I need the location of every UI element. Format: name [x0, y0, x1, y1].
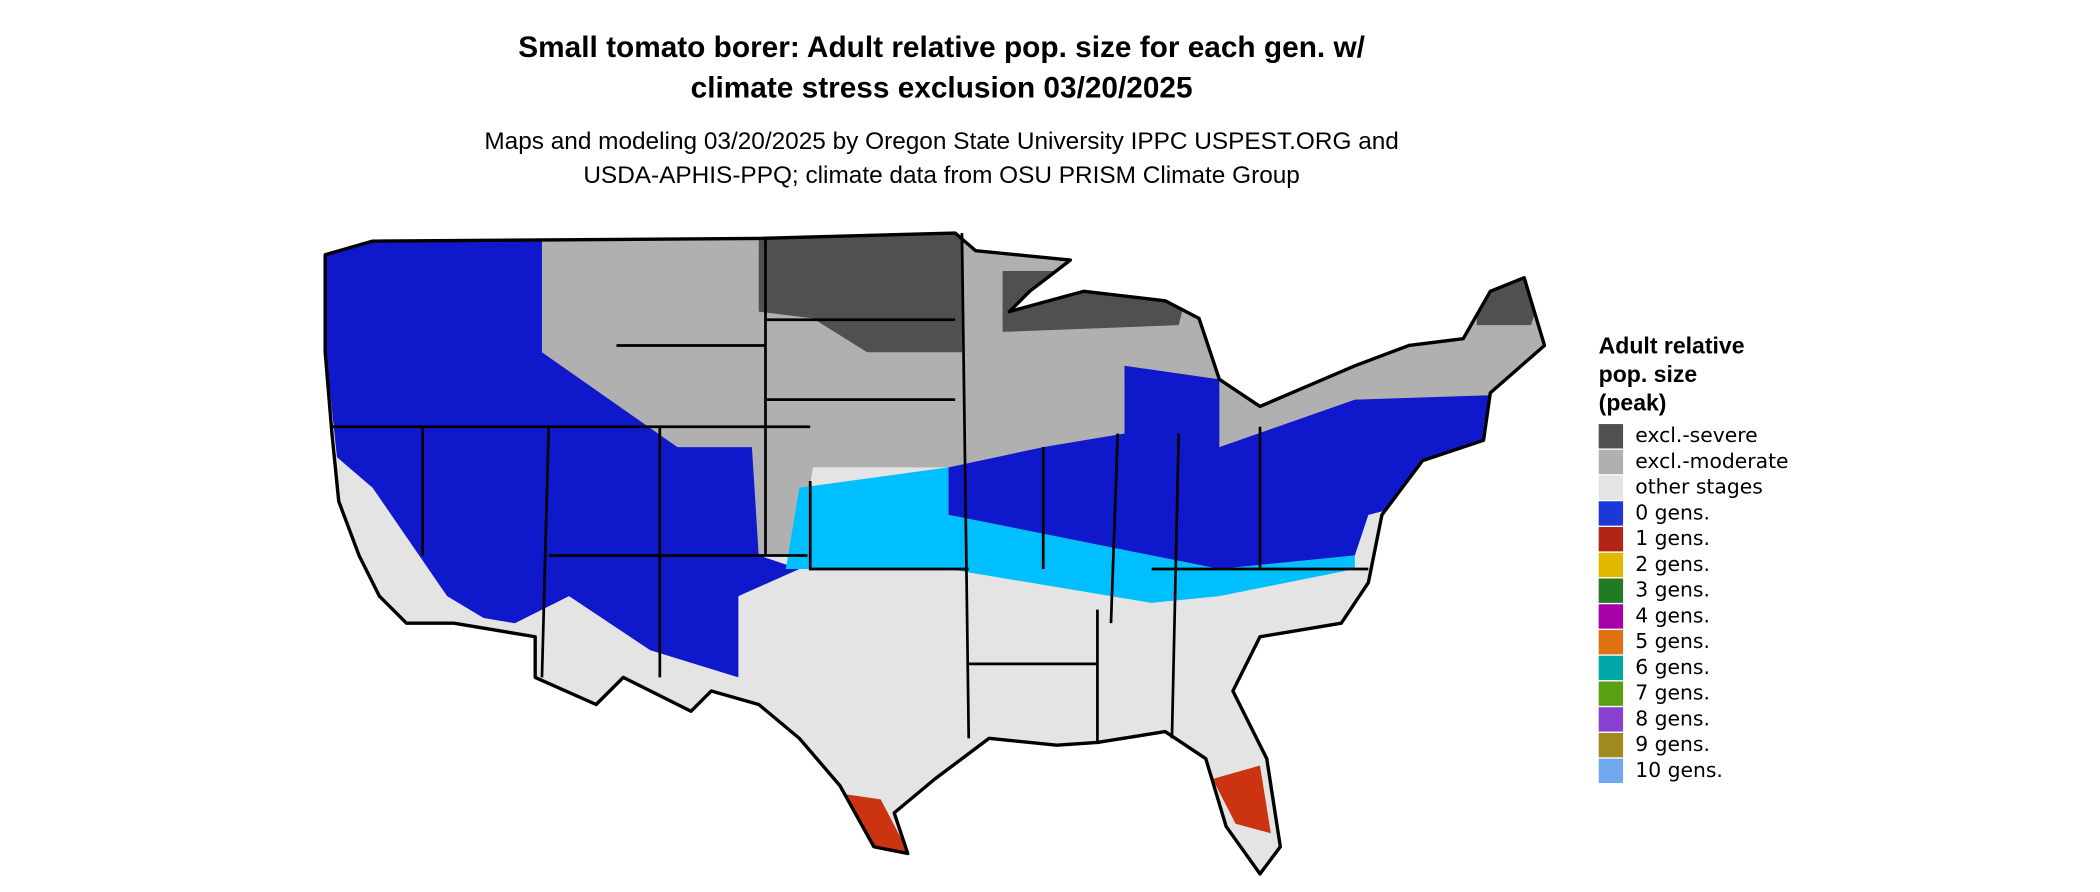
- map: [325, 233, 1545, 874]
- legend-title: pop. size: [1599, 361, 1698, 387]
- legend-label: 8 gens.: [1635, 706, 1710, 730]
- legend-swatch: [1598, 578, 1624, 603]
- legend-title: Adult relative: [1599, 333, 1745, 359]
- legend-swatch: [1598, 707, 1624, 732]
- title: Small tomato borer: Adult relative pop. …: [518, 31, 1365, 64]
- title: climate stress exclusion 03/20/2025: [691, 72, 1193, 105]
- legend-swatch: [1598, 552, 1624, 578]
- legend-swatch: [1598, 475, 1624, 500]
- legend-swatch: [1598, 655, 1624, 681]
- legend-label: 9 gens.: [1635, 732, 1710, 756]
- map-outline: [323, 231, 1547, 876]
- legend-label: 4 gens.: [1635, 603, 1710, 627]
- legend-swatch: [1598, 681, 1624, 706]
- legend-swatch: [1598, 629, 1624, 655]
- legend-swatch: [1598, 527, 1624, 552]
- subtitle: USDA-APHIS-PPQ; climate data from OSU PR…: [583, 162, 1300, 189]
- legend-label: 7 gens.: [1635, 681, 1710, 705]
- legend-label: 3 gens.: [1635, 578, 1710, 602]
- legend-label: 10 gens.: [1635, 758, 1723, 782]
- legend-label: 6 gens.: [1635, 655, 1710, 679]
- legend-label: 1 gens.: [1635, 526, 1710, 550]
- legend-label: 0 gens.: [1635, 500, 1710, 524]
- legend-label: 2 gens.: [1635, 552, 1710, 576]
- state-lines: [331, 233, 1369, 743]
- legend-swatch: [1598, 449, 1624, 475]
- legend-swatch: [1598, 758, 1624, 784]
- legend-swatch: [1598, 604, 1624, 629]
- legend-swatch: [1598, 732, 1624, 758]
- legend-label: 5 gens.: [1635, 629, 1710, 653]
- legend-swatch: [1598, 424, 1624, 449]
- legend-title: (peak): [1599, 390, 1667, 416]
- legend-label: excl.-severe: [1635, 423, 1757, 447]
- legend-swatch: [1598, 501, 1624, 526]
- legend-label: other stages: [1635, 475, 1763, 499]
- subtitle: Maps and modeling 03/20/2025 by Oregon S…: [484, 128, 1399, 155]
- legend-label: excl.-moderate: [1635, 449, 1788, 473]
